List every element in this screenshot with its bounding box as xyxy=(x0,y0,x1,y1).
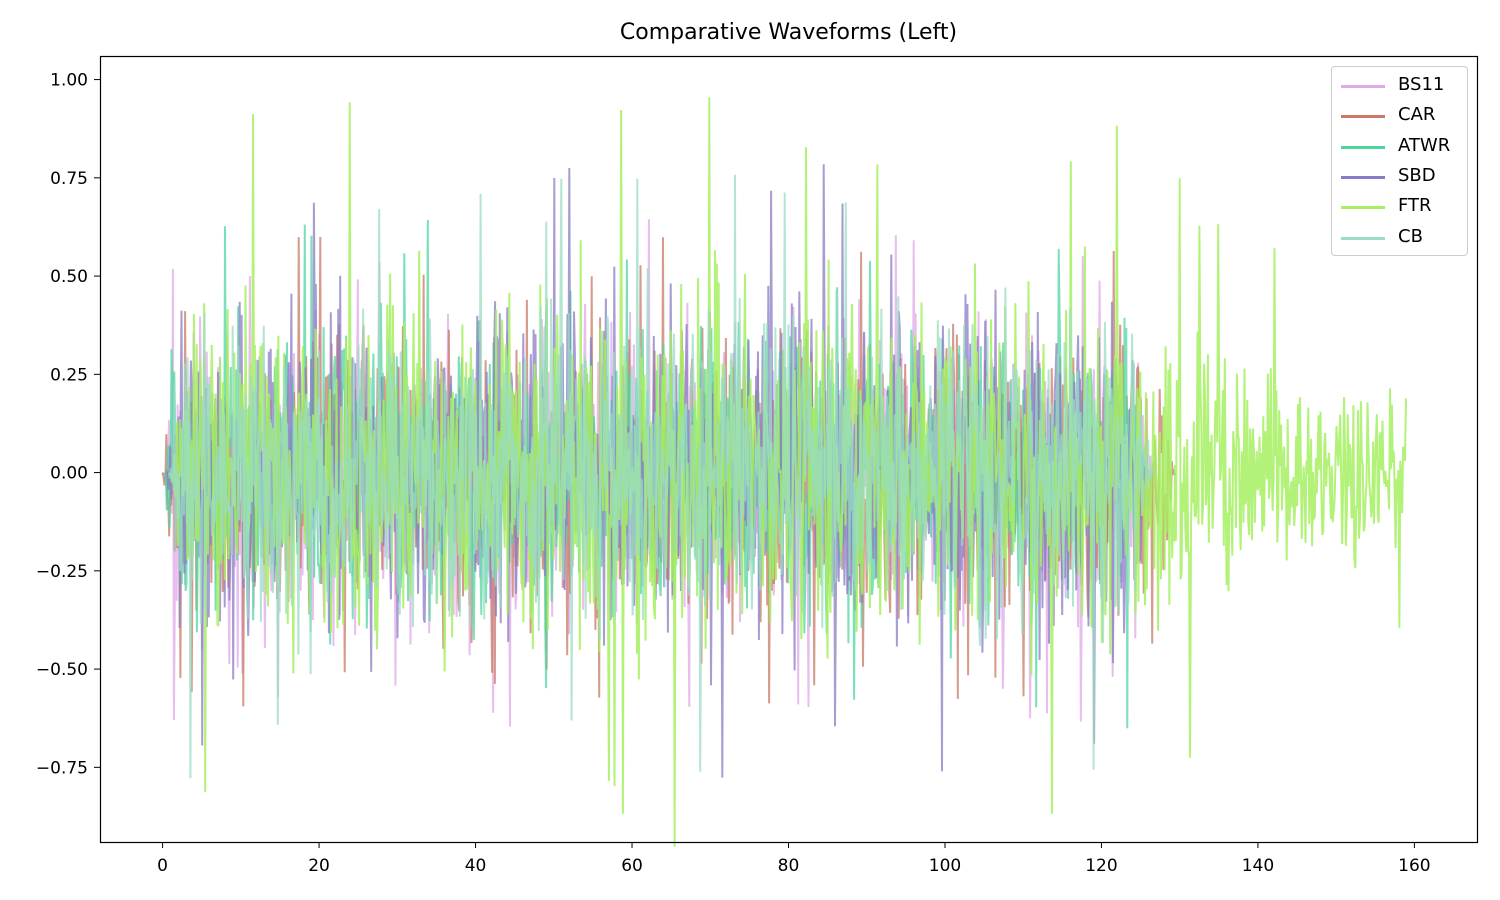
legend-swatch xyxy=(1341,236,1385,240)
legend-item-sbd: SBD xyxy=(1332,162,1467,192)
x-tick-label: 80 xyxy=(778,856,800,876)
x-tick-label: 100 xyxy=(929,856,961,876)
legend-swatch xyxy=(1341,175,1385,179)
y-tick-label: 0.25 xyxy=(50,365,88,385)
y-tick-label: 0.50 xyxy=(50,267,88,287)
y-axis: 1.00 0.75 0.50 0.25 0.00 −0.25 −0.50 −0.75 xyxy=(36,71,100,778)
x-tick-label: 160 xyxy=(1398,856,1430,876)
legend-label: CAR xyxy=(1398,104,1436,126)
legend-swatch xyxy=(1341,85,1385,88)
legend-label: SBD xyxy=(1398,164,1436,186)
y-tick-label: −0.75 xyxy=(36,758,88,778)
x-tick-label: 60 xyxy=(621,856,643,876)
legend-label: FTR xyxy=(1398,195,1432,217)
legend-label: BS11 xyxy=(1398,74,1445,95)
legend-item-ftr: FTR xyxy=(1332,192,1467,222)
legend-label: ATWR xyxy=(1398,134,1451,156)
y-tick-label: −0.50 xyxy=(36,660,88,680)
legend-item-car: CAR xyxy=(1332,101,1467,131)
y-tick-label: −0.25 xyxy=(36,562,88,582)
legend-item-bs11: BS11 xyxy=(1332,71,1467,101)
y-tick-label: 0.75 xyxy=(50,169,88,189)
x-tick-label: 140 xyxy=(1242,856,1274,876)
legend: BS11 CAR ATWR SBD FTR CB xyxy=(1331,66,1468,256)
y-tick-label: 0.00 xyxy=(50,464,88,484)
legend-item-cb: CB xyxy=(1332,223,1467,253)
legend-swatch xyxy=(1341,145,1385,149)
x-tick-label: 20 xyxy=(308,856,330,876)
x-tick-label: 0 xyxy=(157,856,168,876)
legend-label: CB xyxy=(1398,225,1423,247)
legend-item-atwr: ATWR xyxy=(1332,132,1467,162)
legend-swatch xyxy=(1341,206,1385,210)
waveform-series-group xyxy=(161,97,1407,847)
x-tick-label: 120 xyxy=(1085,856,1117,876)
legend-swatch xyxy=(1341,115,1385,119)
chart-title: Comparative Waveforms (Left) xyxy=(619,20,958,45)
x-axis: 0 20 40 60 80 100 120 140 160 xyxy=(157,842,1431,876)
series-line-cb xyxy=(167,174,1155,779)
y-tick-label: 1.00 xyxy=(50,71,88,91)
x-tick-label: 40 xyxy=(465,856,487,876)
